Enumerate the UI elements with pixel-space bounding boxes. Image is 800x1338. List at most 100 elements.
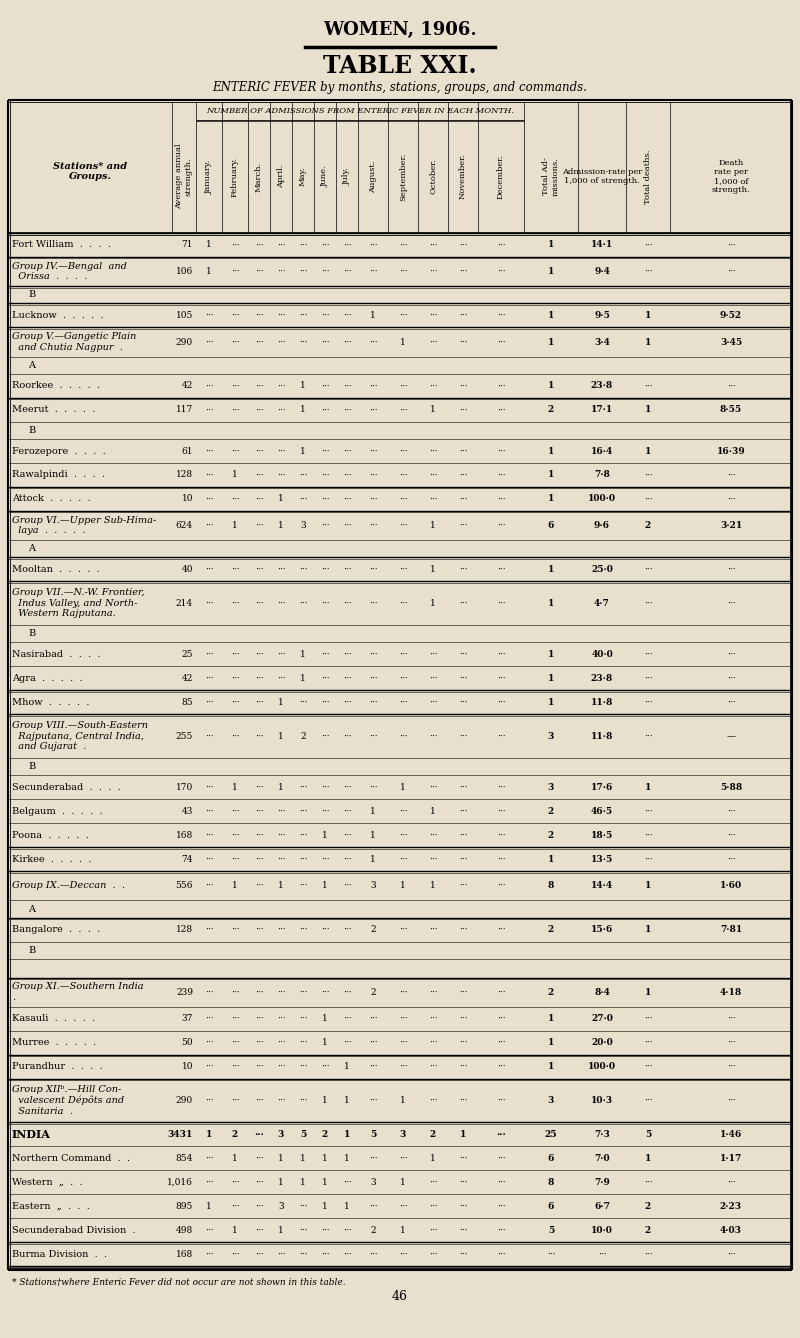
- Text: ···: ···: [298, 925, 307, 934]
- Text: ···: ···: [369, 471, 378, 479]
- Text: ···: ···: [458, 783, 467, 792]
- Text: 1: 1: [300, 674, 306, 682]
- Text: ···: ···: [497, 381, 506, 391]
- Text: ···: ···: [298, 599, 307, 607]
- Text: ···: ···: [342, 882, 351, 890]
- Text: ···: ···: [398, 1202, 407, 1211]
- Text: 1: 1: [430, 565, 436, 574]
- Text: 106: 106: [176, 268, 193, 276]
- Text: Purandhur  .  .  .  .: Purandhur . . . .: [12, 1062, 102, 1072]
- Text: ···: ···: [230, 831, 239, 840]
- Text: ···: ···: [230, 1202, 239, 1211]
- Text: ···: ···: [230, 987, 239, 997]
- Text: ···: ···: [398, 1014, 407, 1024]
- Text: ···: ···: [342, 807, 351, 816]
- Text: ···: ···: [398, 310, 407, 320]
- Text: ···: ···: [398, 1038, 407, 1048]
- Text: B: B: [28, 629, 35, 638]
- Text: ···: ···: [458, 405, 467, 415]
- Text: ···: ···: [342, 1177, 351, 1187]
- Text: ···: ···: [321, 1250, 330, 1259]
- Text: ···: ···: [342, 674, 351, 682]
- Text: ···: ···: [429, 1096, 438, 1105]
- Text: ···: ···: [429, 1062, 438, 1072]
- Text: 1: 1: [206, 1129, 212, 1139]
- Text: ···: ···: [726, 1014, 735, 1024]
- Text: ···: ···: [277, 1096, 286, 1105]
- Text: ···: ···: [497, 1250, 506, 1259]
- Text: ···: ···: [429, 1038, 438, 1048]
- Text: 9·5: 9·5: [594, 310, 610, 320]
- Text: ···: ···: [497, 783, 506, 792]
- Text: 1: 1: [430, 1153, 436, 1163]
- Text: ···: ···: [496, 1129, 506, 1139]
- Text: ···: ···: [205, 565, 214, 574]
- Text: 1: 1: [344, 1202, 350, 1211]
- Text: ···: ···: [254, 882, 263, 890]
- Text: ···: ···: [254, 1202, 263, 1211]
- Text: Mhow  .  .  .  .  .: Mhow . . . . .: [12, 698, 90, 706]
- Text: ···: ···: [321, 650, 330, 658]
- Text: ···: ···: [369, 268, 378, 276]
- Text: Stations* and
Groups.: Stations* and Groups.: [53, 162, 127, 181]
- Text: 1: 1: [430, 599, 436, 607]
- Text: 4·03: 4·03: [720, 1226, 742, 1235]
- Text: ···: ···: [429, 241, 438, 249]
- Text: ···: ···: [429, 310, 438, 320]
- Text: 2: 2: [645, 1226, 651, 1235]
- Text: ···: ···: [398, 405, 407, 415]
- Text: ···: ···: [230, 732, 239, 741]
- Text: 1: 1: [300, 1177, 306, 1187]
- Text: ···: ···: [369, 1014, 378, 1024]
- Text: 23·8: 23·8: [591, 381, 613, 391]
- Text: ···: ···: [254, 783, 263, 792]
- Text: ···: ···: [644, 855, 652, 864]
- Text: ···: ···: [429, 987, 438, 997]
- Text: 8·55: 8·55: [720, 405, 742, 415]
- Text: ···: ···: [254, 698, 263, 706]
- Text: ···: ···: [342, 698, 351, 706]
- Text: 2: 2: [232, 1129, 238, 1139]
- Text: Death
rate per
1,000 of
strength.: Death rate per 1,000 of strength.: [712, 159, 750, 194]
- Text: ···: ···: [458, 599, 467, 607]
- Text: Agra  .  .  .  .  .: Agra . . . . .: [12, 674, 82, 682]
- Text: Rawalpindi  .  .  .  .: Rawalpindi . . . .: [12, 471, 105, 479]
- Text: ···: ···: [458, 241, 467, 249]
- Text: 255: 255: [176, 732, 193, 741]
- Text: July.: July.: [343, 167, 351, 186]
- Text: A: A: [28, 361, 35, 369]
- Text: 1: 1: [460, 1129, 466, 1139]
- Text: ···: ···: [429, 495, 438, 503]
- Text: ···: ···: [458, 268, 467, 276]
- Text: ···: ···: [726, 241, 735, 249]
- Text: August.: August.: [369, 161, 377, 193]
- Text: 7·81: 7·81: [720, 925, 742, 934]
- Text: 16·39: 16·39: [717, 447, 746, 455]
- Text: ···: ···: [458, 987, 467, 997]
- Text: October.: October.: [429, 159, 437, 194]
- Text: ···: ···: [298, 268, 307, 276]
- Text: Northern Command  .  .: Northern Command . .: [12, 1153, 130, 1163]
- Text: ···: ···: [321, 495, 330, 503]
- Text: 1: 1: [400, 1226, 406, 1235]
- Text: ···: ···: [230, 807, 239, 816]
- Text: 1: 1: [322, 1153, 328, 1163]
- Text: ···: ···: [369, 1096, 378, 1105]
- Text: ···: ···: [205, 698, 214, 706]
- Text: ···: ···: [726, 1062, 735, 1072]
- Text: ···: ···: [726, 565, 735, 574]
- Text: 3: 3: [370, 882, 376, 890]
- Text: ···: ···: [321, 268, 330, 276]
- Text: 1: 1: [206, 1202, 212, 1211]
- Text: ···: ···: [398, 807, 407, 816]
- Text: ···: ···: [321, 310, 330, 320]
- Text: 6: 6: [548, 1153, 554, 1163]
- Text: ···: ···: [429, 783, 438, 792]
- Text: B: B: [28, 290, 35, 300]
- Text: November.: November.: [459, 154, 467, 199]
- Text: 2: 2: [300, 732, 306, 741]
- Text: ···: ···: [230, 495, 239, 503]
- Text: ···: ···: [369, 650, 378, 658]
- Text: 1: 1: [548, 447, 554, 455]
- Text: ···: ···: [321, 1062, 330, 1072]
